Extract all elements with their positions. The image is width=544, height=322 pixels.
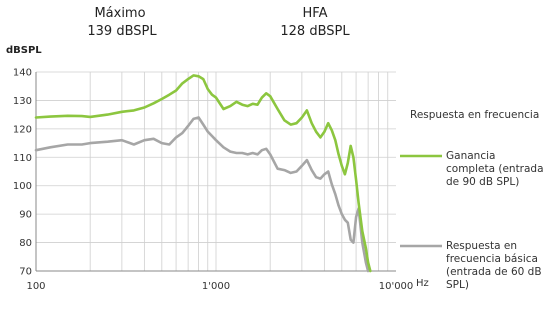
y-tick-label: 100 — [13, 181, 32, 192]
y-tick-label: 130 — [13, 96, 32, 107]
legend-label-basic-response: Respuesta en frecuencia básica (entrada … — [446, 240, 542, 291]
hfa-label: HFA — [302, 6, 328, 21]
legend-label-full-gain: Ganancia completa (entrada de 90 dB SPL) — [446, 150, 544, 188]
series-line-full-gain — [34, 74, 372, 273]
y-tick-label: 90 — [19, 210, 32, 221]
y-axis-title: dBSPL — [6, 45, 42, 56]
max-value: 139 dBSPL — [87, 24, 157, 39]
max-label: Máximo — [94, 6, 146, 21]
y-tick-label: 110 — [13, 153, 32, 164]
y-tick-label: 70 — [19, 267, 32, 278]
x-axis-title: Hz — [416, 278, 429, 289]
series-line-basic-response — [34, 116, 370, 273]
y-tick-label: 120 — [13, 124, 32, 135]
x-tick-label: 10'000 — [379, 281, 414, 292]
x-tick-label: 1'000 — [202, 281, 230, 292]
y-tick-label: 80 — [19, 238, 32, 249]
x-tick-label: 100 — [26, 281, 45, 292]
hfa-value: 128 dBSPL — [280, 24, 350, 39]
legend-title: Respuesta en frecuencia — [410, 109, 540, 121]
y-tick-label: 140 — [13, 68, 32, 79]
